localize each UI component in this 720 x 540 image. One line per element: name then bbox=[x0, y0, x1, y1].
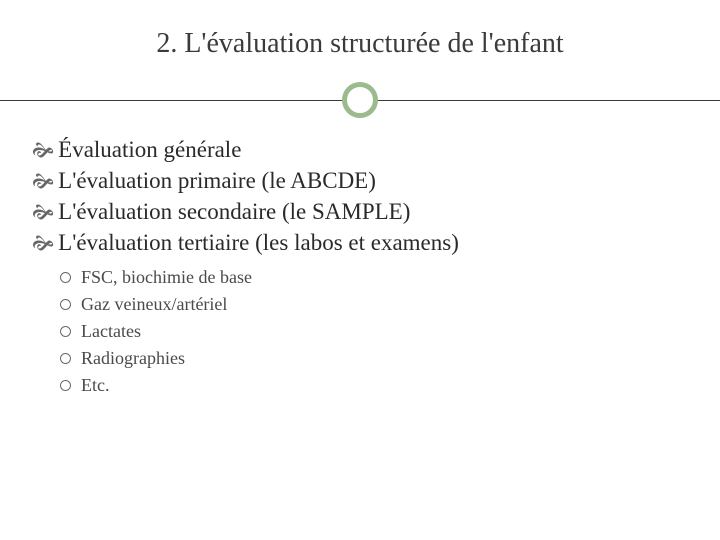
list-item: Gaz veineux/artériel bbox=[60, 291, 688, 318]
list-item: Etc. bbox=[60, 372, 688, 399]
slide-container: 2. L'évaluation structurée de l'enfant É… bbox=[0, 0, 720, 540]
list-item-label: Radiographies bbox=[81, 348, 185, 368]
title-divider bbox=[32, 80, 688, 120]
list-item: Évaluation générale bbox=[32, 134, 688, 165]
list-item-label: L'évaluation secondaire (le SAMPLE) bbox=[58, 199, 410, 224]
slide-title: 2. L'évaluation structurée de l'enfant bbox=[32, 28, 688, 60]
divider-circle-icon bbox=[342, 82, 378, 118]
list-item: Radiographies bbox=[60, 345, 688, 372]
list-item-label: FSC, biochimie de base bbox=[81, 267, 252, 287]
list-item: FSC, biochimie de base bbox=[60, 264, 688, 291]
list-item: L'évaluation primaire (le ABCDE) bbox=[32, 165, 688, 196]
list-item-label: L'évaluation primaire (le ABCDE) bbox=[58, 168, 376, 193]
list-item: Lactates bbox=[60, 318, 688, 345]
list-item-label: L'évaluation tertiaire (les labos et exa… bbox=[58, 230, 459, 255]
list-item: L'évaluation tertiaire (les labos et exa… bbox=[32, 227, 688, 399]
list-item-label: Évaluation générale bbox=[58, 137, 241, 162]
list-item-label: Etc. bbox=[81, 375, 110, 395]
list-item-label: Gaz veineux/artériel bbox=[81, 294, 227, 314]
list-item-label: Lactates bbox=[81, 321, 141, 341]
list-item: L'évaluation secondaire (le SAMPLE) bbox=[32, 196, 688, 227]
sub-bullet-list: FSC, biochimie de base Gaz veineux/artér… bbox=[32, 264, 688, 399]
main-bullet-list: Évaluation générale L'évaluation primair… bbox=[32, 134, 688, 399]
